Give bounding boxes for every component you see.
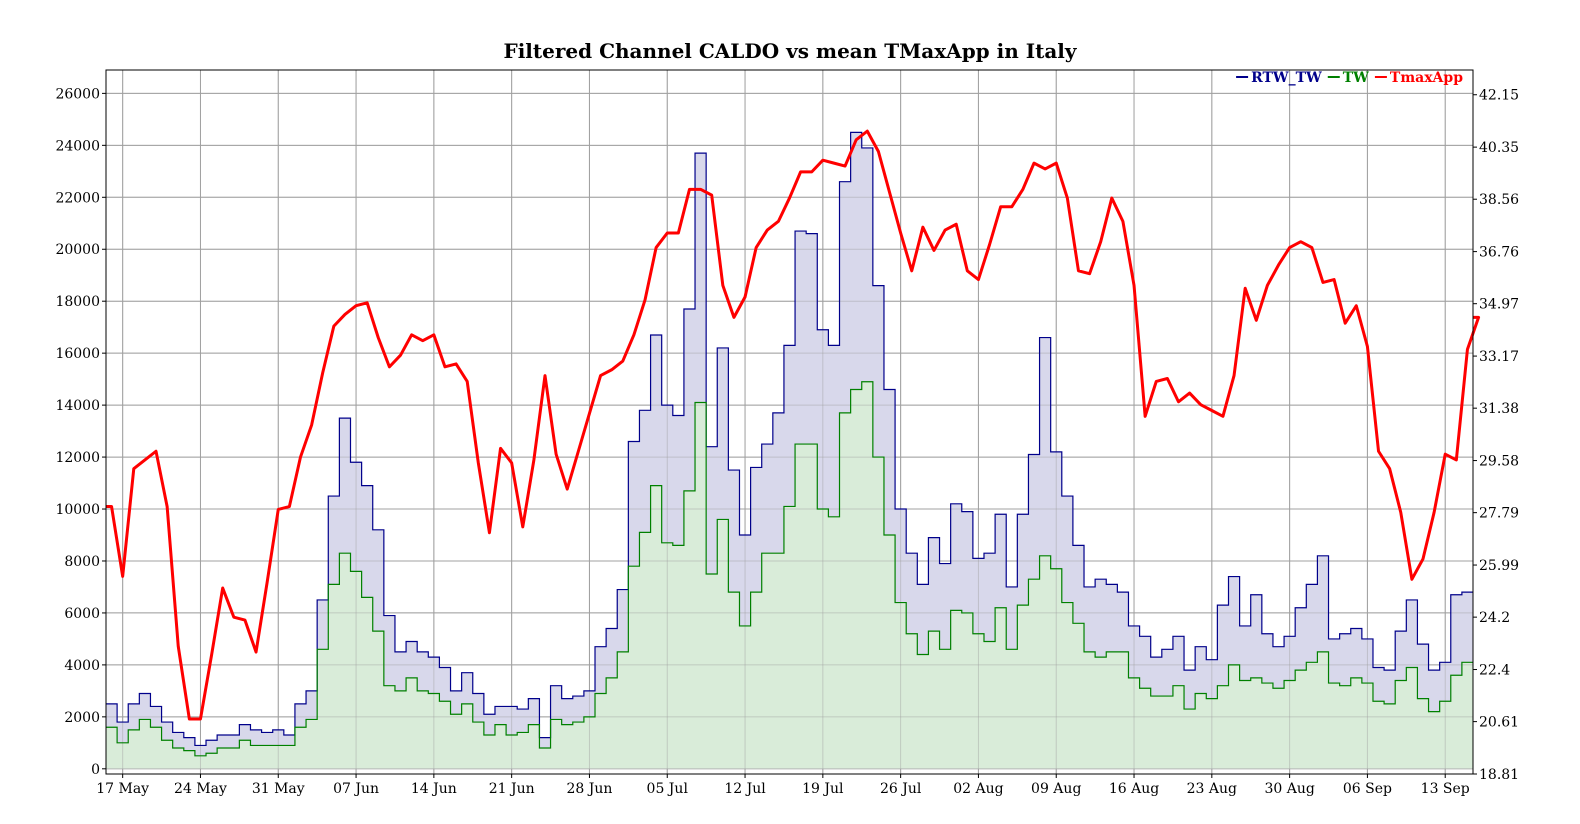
y-tick-label-left: 26000 — [55, 86, 100, 102]
y-tick-label-left: 12000 — [55, 450, 100, 466]
chart-title: Filtered Channel CALDO vs mean TMaxApp i… — [504, 39, 1078, 63]
y-tick-label-left: 18000 — [55, 294, 100, 310]
y-tick-label-left: 2000 — [64, 710, 100, 726]
y-tick-label-right: 31.38 — [1479, 401, 1519, 417]
y-tick-label-left: 20000 — [55, 242, 100, 258]
gridline-overlay-h — [106, 92, 1473, 770]
x-tick-label: 06 Sep — [1343, 781, 1392, 797]
y-tick-label-left: 22000 — [55, 190, 100, 206]
x-tick-label: 17 May — [96, 781, 149, 797]
y-tick-label-left: 14000 — [55, 398, 100, 414]
y-axis-right: 18.81 20.61 22.4 24.2 25.99 27.79 29.58 31.38 33… — [1473, 88, 1519, 783]
y-tick-label-right: 18.81 — [1479, 767, 1519, 783]
y-tick-label-right: 34.97 — [1479, 297, 1519, 313]
x-tick-label: 30 Aug — [1264, 781, 1314, 797]
y-tick-label-right: 36.76 — [1479, 245, 1519, 261]
series-lines — [106, 129, 1481, 757]
y-tick-label-right: 24.2 — [1479, 610, 1510, 626]
y-axis-left: 0 2000 4000 6000 8000 10000 12000 14000 16000 180… — [55, 86, 106, 778]
y-tick-label-left: 10000 — [55, 502, 100, 518]
y-tick-label-left: 24000 — [55, 138, 100, 154]
legend-label: TmaxApp — [1390, 70, 1463, 86]
x-tick-label: 02 Aug — [953, 781, 1003, 797]
x-tick-label: 13 Sep — [1421, 781, 1470, 797]
y-tick-label-left: 4000 — [64, 658, 100, 674]
y-tick-label-right: 22.4 — [1479, 663, 1510, 679]
y-tick-label-left: 8000 — [64, 554, 100, 570]
y-tick-label-left: 6000 — [64, 606, 100, 622]
plot-frame — [105, 69, 1474, 775]
x-tick-label: 24 May — [174, 781, 227, 797]
x-tick-label: 12 Jul — [724, 781, 766, 797]
y-tick-label-right: 38.56 — [1479, 192, 1519, 208]
series-fills — [106, 70, 1473, 774]
y-tick-label-right: 40.35 — [1479, 140, 1519, 156]
x-tick-label: 23 Aug — [1187, 781, 1237, 797]
legend-label: TW — [1343, 70, 1369, 86]
x-tick-label: 21 Jun — [489, 781, 535, 797]
y-tick-label-right: 27.79 — [1479, 506, 1519, 522]
legend-label: RTW_TW — [1251, 70, 1322, 86]
x-axis: 17 May 24 May 31 May 07 Jun 14 Jun 21 Jun 28 J… — [96, 774, 1470, 797]
y-tick-label-left: 16000 — [55, 346, 100, 362]
tmaxapp-line — [106, 129, 1481, 721]
x-tick-label: 26 Jul — [880, 781, 922, 797]
x-tick-label: 28 Jun — [566, 781, 612, 797]
rtw-tw-area — [106, 132, 1473, 769]
x-tick-label: 07 Jun — [333, 781, 379, 797]
x-tick-label: 16 Aug — [1109, 781, 1159, 797]
tw-area — [106, 381, 1473, 769]
y-tick-label-right: 25.99 — [1479, 558, 1519, 574]
x-tick-label: 09 Aug — [1031, 781, 1081, 797]
rtw-tw-line — [106, 131, 1473, 747]
y-tick-label-right: 20.61 — [1479, 715, 1519, 731]
x-tick-label: 19 Jul — [802, 781, 844, 797]
x-tick-label: 05 Jul — [647, 781, 689, 797]
tw-line — [106, 381, 1473, 757]
legend: TmaxApp TW RTW_TW — [1236, 70, 1463, 86]
x-tick-label: 14 Jun — [411, 781, 457, 797]
x-tick-label: 31 May — [252, 781, 305, 797]
y-tick-label-right: 42.15 — [1479, 88, 1519, 104]
plot-border — [105, 69, 1474, 775]
y-tick-label-right: 29.58 — [1479, 454, 1519, 470]
y-tick-label-right: 33.17 — [1479, 349, 1519, 365]
gridline-overlay-v — [122, 70, 1446, 774]
y-tick-label-left: 0 — [91, 762, 100, 778]
